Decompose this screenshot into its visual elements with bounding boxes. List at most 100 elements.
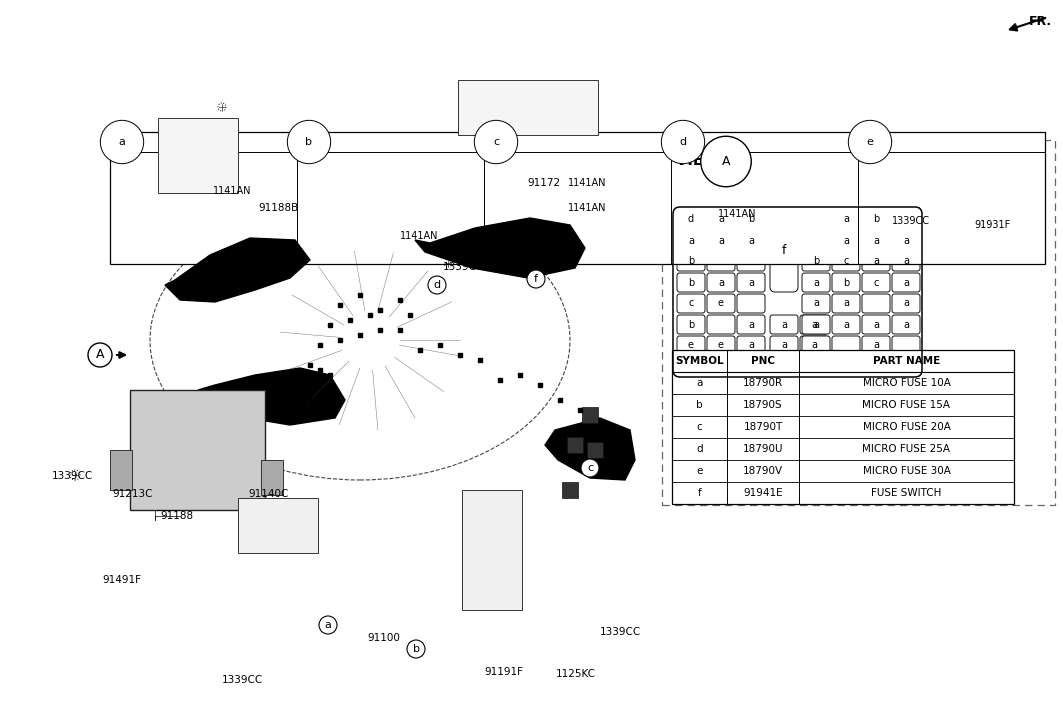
Text: a: a xyxy=(902,278,909,287)
FancyBboxPatch shape xyxy=(677,315,705,334)
Text: a: a xyxy=(718,278,724,287)
FancyBboxPatch shape xyxy=(800,315,828,334)
Text: a: a xyxy=(873,236,879,246)
Text: 1141AN: 1141AN xyxy=(568,203,607,213)
Text: MICRO FUSE 25A: MICRO FUSE 25A xyxy=(862,444,950,454)
Circle shape xyxy=(319,616,337,634)
Circle shape xyxy=(88,343,112,367)
Text: 91172: 91172 xyxy=(527,178,560,188)
FancyBboxPatch shape xyxy=(707,210,735,229)
Text: 1125KC: 1125KC xyxy=(556,669,596,679)
Text: 91188: 91188 xyxy=(161,511,193,521)
Text: 91213C: 91213C xyxy=(112,489,152,499)
FancyBboxPatch shape xyxy=(770,315,798,334)
FancyBboxPatch shape xyxy=(677,336,705,355)
FancyBboxPatch shape xyxy=(892,252,919,271)
Text: MICRO FUSE 20A: MICRO FUSE 20A xyxy=(862,422,950,432)
Bar xyxy=(109,450,132,490)
Text: b: b xyxy=(412,644,420,654)
Text: 1141AN: 1141AN xyxy=(400,231,438,241)
Text: a: a xyxy=(696,378,703,388)
Polygon shape xyxy=(198,368,345,425)
Text: a: a xyxy=(324,620,332,630)
Text: 1141AN: 1141AN xyxy=(568,178,607,188)
Text: a: a xyxy=(902,257,909,267)
Text: 18790U: 18790U xyxy=(743,444,783,454)
Text: a: a xyxy=(843,236,849,246)
Text: e: e xyxy=(696,466,703,476)
FancyBboxPatch shape xyxy=(892,294,919,313)
FancyBboxPatch shape xyxy=(802,252,830,271)
FancyBboxPatch shape xyxy=(737,210,765,229)
Circle shape xyxy=(527,270,545,288)
Bar xyxy=(109,132,1045,264)
Text: a: a xyxy=(843,319,849,329)
FancyBboxPatch shape xyxy=(862,273,890,292)
Text: c: c xyxy=(696,422,703,432)
FancyBboxPatch shape xyxy=(800,336,828,355)
Circle shape xyxy=(428,276,446,294)
FancyBboxPatch shape xyxy=(707,231,735,250)
Text: a: a xyxy=(873,319,879,329)
Text: A: A xyxy=(722,155,730,168)
Text: a: a xyxy=(119,137,125,147)
Text: FR.: FR. xyxy=(1028,15,1051,28)
Text: 1339CC: 1339CC xyxy=(443,262,485,272)
FancyBboxPatch shape xyxy=(802,231,830,250)
Text: A: A xyxy=(96,348,104,361)
FancyBboxPatch shape xyxy=(862,315,890,334)
Polygon shape xyxy=(165,238,310,302)
Text: a: a xyxy=(873,257,879,267)
Text: a: a xyxy=(843,214,849,225)
FancyBboxPatch shape xyxy=(802,210,830,229)
Text: a: a xyxy=(781,319,787,329)
FancyBboxPatch shape xyxy=(802,336,830,355)
Text: b: b xyxy=(688,257,694,267)
FancyBboxPatch shape xyxy=(892,273,919,292)
Text: a: a xyxy=(873,340,879,350)
Text: PNC: PNC xyxy=(750,356,775,366)
Bar xyxy=(672,350,1014,504)
Text: a: a xyxy=(748,319,754,329)
FancyBboxPatch shape xyxy=(707,336,735,355)
Text: a: a xyxy=(813,278,819,287)
Text: c: c xyxy=(493,137,499,147)
Text: c: c xyxy=(874,278,879,287)
Text: 91491F: 91491F xyxy=(102,575,141,585)
FancyBboxPatch shape xyxy=(862,231,890,250)
Circle shape xyxy=(407,640,425,658)
Text: c: c xyxy=(843,257,848,267)
Text: d: d xyxy=(434,280,440,290)
Text: b: b xyxy=(305,137,313,147)
FancyBboxPatch shape xyxy=(832,336,860,355)
FancyBboxPatch shape xyxy=(707,315,735,334)
FancyBboxPatch shape xyxy=(862,210,890,229)
Bar xyxy=(662,140,1054,505)
Text: 1339CC: 1339CC xyxy=(52,471,94,481)
Bar xyxy=(583,407,598,423)
Text: a: a xyxy=(748,340,754,350)
FancyBboxPatch shape xyxy=(892,231,919,250)
Polygon shape xyxy=(545,418,635,480)
FancyBboxPatch shape xyxy=(862,294,890,313)
FancyBboxPatch shape xyxy=(737,231,765,250)
FancyBboxPatch shape xyxy=(677,210,705,229)
Text: b: b xyxy=(688,278,694,287)
Text: c: c xyxy=(587,463,593,473)
Text: a: a xyxy=(811,319,817,329)
FancyBboxPatch shape xyxy=(802,273,830,292)
FancyBboxPatch shape xyxy=(832,273,860,292)
FancyBboxPatch shape xyxy=(737,273,765,292)
Text: 1141AN: 1141AN xyxy=(213,186,251,196)
Text: 91140C: 91140C xyxy=(248,489,288,499)
Text: 1141AN: 1141AN xyxy=(718,209,756,219)
FancyBboxPatch shape xyxy=(832,315,860,334)
Text: a: a xyxy=(813,299,819,308)
Text: a: a xyxy=(688,236,694,246)
Text: 18790R: 18790R xyxy=(743,378,783,388)
Text: FUSE SWITCH: FUSE SWITCH xyxy=(872,488,942,498)
Text: d: d xyxy=(696,444,703,454)
Text: a: a xyxy=(748,236,754,246)
FancyBboxPatch shape xyxy=(802,294,830,313)
Circle shape xyxy=(581,459,598,477)
